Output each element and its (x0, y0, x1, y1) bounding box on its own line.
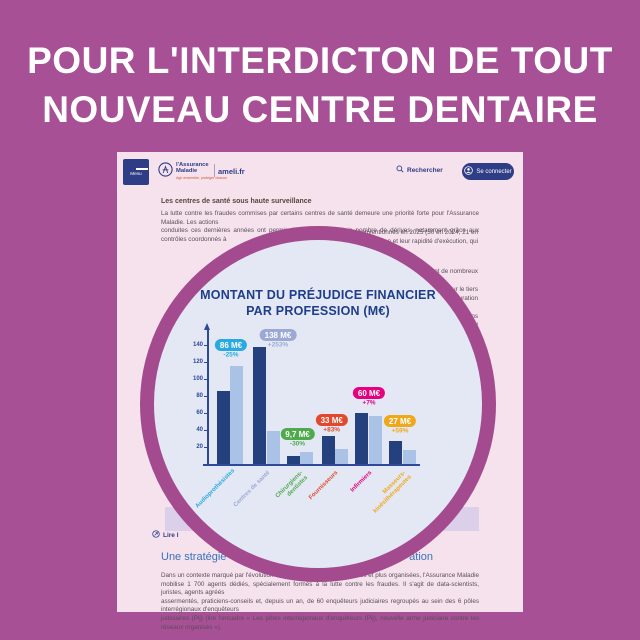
bar-light (300, 452, 314, 464)
bar-dark (216, 390, 230, 464)
brand-separator (214, 164, 215, 177)
bar-chart: MONTANT DU PRÉJUDICE FINANCIER PAR PROFE… (154, 240, 482, 568)
user-icon (464, 166, 474, 177)
assurance-maladie-logo-icon (158, 162, 173, 182)
x-axis (203, 464, 420, 466)
y-axis-tick-mark (203, 413, 208, 414)
search-button[interactable]: Rechercher (396, 165, 443, 175)
change-label: +83% (323, 426, 341, 434)
value-label-pill: 27 M€ (383, 415, 417, 427)
category-label: Audioprothésistes (194, 468, 237, 510)
bar-dark (389, 441, 403, 464)
logo-tagline: Agir ensemble, protéger chacun (176, 175, 227, 180)
paragraph-line: La lutte contre les fraudes commises par… (161, 210, 479, 226)
poster-title-line2: NOUVEAU CENTRE DENTAIRE (42, 89, 598, 130)
poster-title: POUR L'INTERDICTON DE TOUT NOUVEAU CENTR… (0, 36, 640, 134)
chart-title-line2: PAR PROFESSION (M€) (246, 303, 390, 318)
read-infographic-link[interactable]: Lire l (152, 530, 179, 540)
paragraph-fragment: complexes et plus organisées, l'Assuranc… (336, 572, 479, 579)
bar-light (368, 416, 382, 464)
chart-plot-area: 20 40 60 80 100 120 140 86 M€ 138 M€ 9,7 M€ 33 M€ 6… (154, 240, 482, 568)
y-axis-tick-label: 140 (192, 341, 203, 348)
bar-light (266, 430, 280, 464)
value-label-pill: 60 M€ (352, 387, 386, 399)
y-axis-tick-mark (203, 396, 208, 397)
bar-light (402, 449, 416, 464)
bar-light (335, 448, 349, 464)
change-label: -25% (223, 351, 239, 359)
assurance-maladie-logo[interactable]: l'Assurance Maladie Agir ensemble, proté… (158, 162, 227, 182)
bar-light (230, 366, 244, 464)
change-label: +253% (267, 341, 289, 349)
category-label: Masseurs-kinésithérapeutes (371, 470, 413, 515)
y-axis-tick-mark (203, 362, 208, 363)
magnifier-circle: MONTANT DU PRÉJUDICE FINANCIER PAR PROFE… (140, 226, 496, 582)
y-axis-tick-label: 60 (196, 409, 203, 416)
ameli-brand[interactable]: ameli.fr (218, 167, 245, 176)
y-axis (207, 330, 209, 464)
paragraph-line: assermentés, praticiens-conseils et, dep… (161, 597, 479, 614)
chart-title: MONTANT DU PRÉJUDICE FINANCIER PAR PROFE… (154, 288, 482, 319)
login-button[interactable]: Se connecter (462, 163, 514, 180)
menu-button-label: Menu (130, 170, 142, 176)
article-heading-1: Les centres de santé sous haute surveill… (161, 198, 312, 205)
link-icon (152, 530, 160, 540)
y-axis-tick-label: 20 (196, 443, 203, 450)
article-paragraph-2: Dans un contexte marqué par l'évolution … (161, 572, 479, 632)
bar-dark (355, 413, 369, 464)
paragraph-line: judiciaires (Pij) (lire l'encadré « Les … (161, 614, 479, 631)
y-axis-tick-label: 100 (192, 375, 203, 382)
search-label: Rechercher (407, 166, 443, 174)
paragraph-fragment: leur organisation et leur rapidité d'exé… (344, 237, 478, 245)
chart-title-line1: MONTANT DU PRÉJUDICE FINANCIER (200, 288, 436, 302)
logo-line1: l'Assurance (176, 162, 209, 168)
change-label: +59% (391, 427, 409, 435)
bar-dark (321, 435, 335, 464)
bar-dark (253, 346, 267, 464)
y-axis-tick-mark (203, 345, 208, 346)
y-axis-arrow (204, 323, 211, 330)
y-axis-tick-label: 40 (196, 426, 203, 433)
value-label-pill: 86 M€ (214, 339, 248, 351)
paragraph-fragment: Dans un contexte marqué par l'évolution (161, 572, 274, 579)
logo-line2: Maladie (176, 168, 198, 175)
y-axis-tick-mark (203, 379, 208, 380)
value-label-pill: 138 M€ (259, 329, 297, 341)
change-label: +7% (362, 399, 376, 407)
y-axis-tick-label: 80 (196, 392, 203, 399)
value-label-pill: 9,7 M€ (280, 428, 315, 440)
paragraph-line: mobilise 1 700 agents dédiés, spécialeme… (161, 580, 479, 597)
article-heading-2-right: ation (409, 551, 433, 563)
article-heading-2-left: Une stratégie (161, 551, 227, 563)
poster-title-line1: POUR L'INTERDICTON DE TOUT (27, 40, 613, 81)
y-axis-tick-mark (203, 447, 208, 448)
login-label: Se connecter (476, 168, 512, 175)
bar-dark (286, 455, 300, 464)
paragraph-fragment: ement de nombreux (421, 268, 478, 275)
read-link-label: Lire l (163, 531, 179, 539)
change-label: -30% (289, 440, 306, 448)
value-label-pill: 33 M€ (315, 414, 348, 426)
menu-button[interactable]: Menu (123, 159, 149, 185)
search-icon (396, 165, 404, 175)
paragraph-fragment: ur le tiers (452, 286, 478, 293)
paragraph-fragment: ont ainsi été déconventionnés en 2025 (3… (315, 229, 478, 236)
y-axis-tick-mark (203, 430, 208, 431)
y-axis-tick-label: 120 (192, 358, 203, 365)
